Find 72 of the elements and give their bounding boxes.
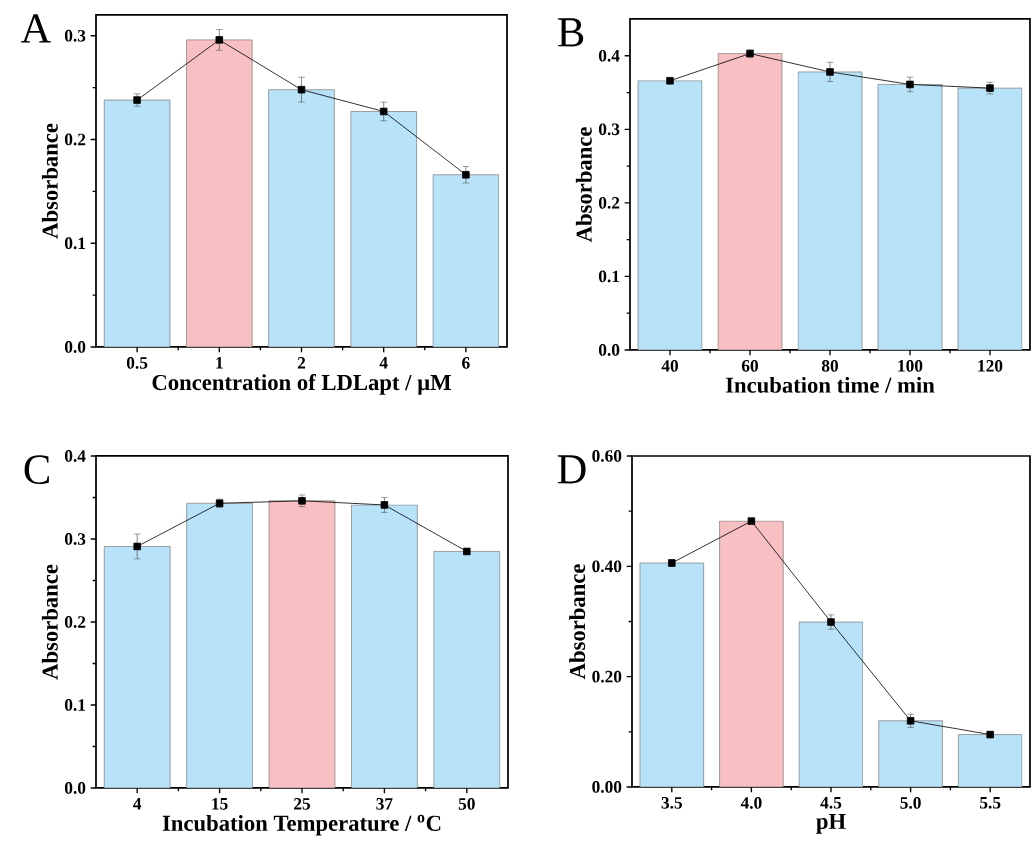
x-tick-label: 25 (294, 798, 311, 810)
x-axis-title: Concentration of LDLapt / µM (152, 373, 451, 395)
y-tick-label: 0.3 (64, 29, 86, 42)
point (463, 547, 471, 556)
y-tick-label: 0.2 (64, 616, 86, 628)
point (380, 501, 389, 509)
y-tick-label: 0.0 (64, 782, 86, 794)
x-tick-label: 120 (978, 360, 1003, 372)
bar (186, 39, 253, 347)
bar (103, 99, 171, 347)
x-tick-label: 1 (216, 357, 223, 369)
x-tick-label: 4.0 (740, 797, 762, 809)
y-tick-label: 0.1 (598, 270, 620, 283)
chart-title: C (24, 455, 49, 485)
chart-title: A (20, 14, 51, 43)
x-tick-label: 0.5 (126, 357, 148, 369)
point (462, 171, 470, 179)
y-tick-label: 0.3 (598, 123, 620, 136)
y-tick-label: 0.2 (64, 133, 86, 146)
point (297, 85, 306, 94)
y-tick-label: 0.0 (598, 344, 620, 356)
y-axis-title: Absorbance (41, 123, 58, 239)
y-tick-label: 0.60 (592, 450, 622, 462)
point (906, 80, 914, 89)
x-tick-label: 37 (376, 798, 393, 810)
x-tick-label: 4 (133, 798, 142, 810)
x-tick-label: 2 (297, 357, 306, 369)
y-tick-label: 0.4 (64, 450, 86, 462)
x-tick-label: 80 (821, 360, 839, 372)
x-axis-title: Incubation time / min (725, 376, 935, 393)
x-tick-label: 3.5 (661, 797, 682, 809)
x-tick-label: 5.5 (980, 797, 1001, 809)
point (827, 618, 835, 626)
point (826, 68, 834, 76)
bar (878, 720, 943, 787)
point (133, 542, 141, 551)
y-tick-label: 0.1 (64, 699, 86, 711)
y-tick-label: 0.1 (64, 237, 86, 250)
point (666, 77, 674, 85)
x-tick-label: 4.5 (820, 797, 842, 809)
y-axis-title: Absorbance (41, 564, 58, 680)
bar (797, 71, 863, 350)
y-tick-label: 0.20 (592, 670, 622, 683)
bar (432, 174, 500, 347)
x-tick-label: 4 (379, 357, 388, 369)
point (906, 717, 915, 725)
x-tick-label: 15 (212, 798, 228, 810)
y-axis-title: Absorbance (569, 564, 586, 680)
x-tick-label: 6 (462, 357, 470, 369)
y-tick-label: 0.3 (64, 533, 86, 545)
x-tick-label: 60 (741, 360, 759, 372)
x-axis-title: Incubation Temperature / $^{o}$C (162, 814, 441, 836)
y-tick-label: 0.0 (64, 341, 86, 353)
bar (637, 80, 703, 350)
x-tick-label: 50 (458, 798, 475, 810)
x-tick-label: 40 (661, 360, 679, 372)
point (379, 107, 388, 116)
bar (957, 87, 1023, 350)
x-tick-label: 5.0 (900, 797, 921, 809)
y-tick-label: 0.00 (592, 781, 622, 793)
x-axis-title: pH (816, 813, 846, 834)
chart-title: D (557, 455, 586, 484)
y-tick-label: 0.4 (598, 49, 620, 62)
point (747, 517, 756, 525)
x-tick-label: 100 (898, 360, 923, 372)
bar (719, 520, 784, 787)
point (215, 36, 224, 44)
y-tick-label: 0.2 (598, 196, 620, 209)
y-axis-title: Absorbance (575, 127, 592, 243)
point (986, 730, 994, 739)
chart-title: B (558, 18, 584, 47)
y-tick-label: 0.40 (592, 560, 622, 573)
